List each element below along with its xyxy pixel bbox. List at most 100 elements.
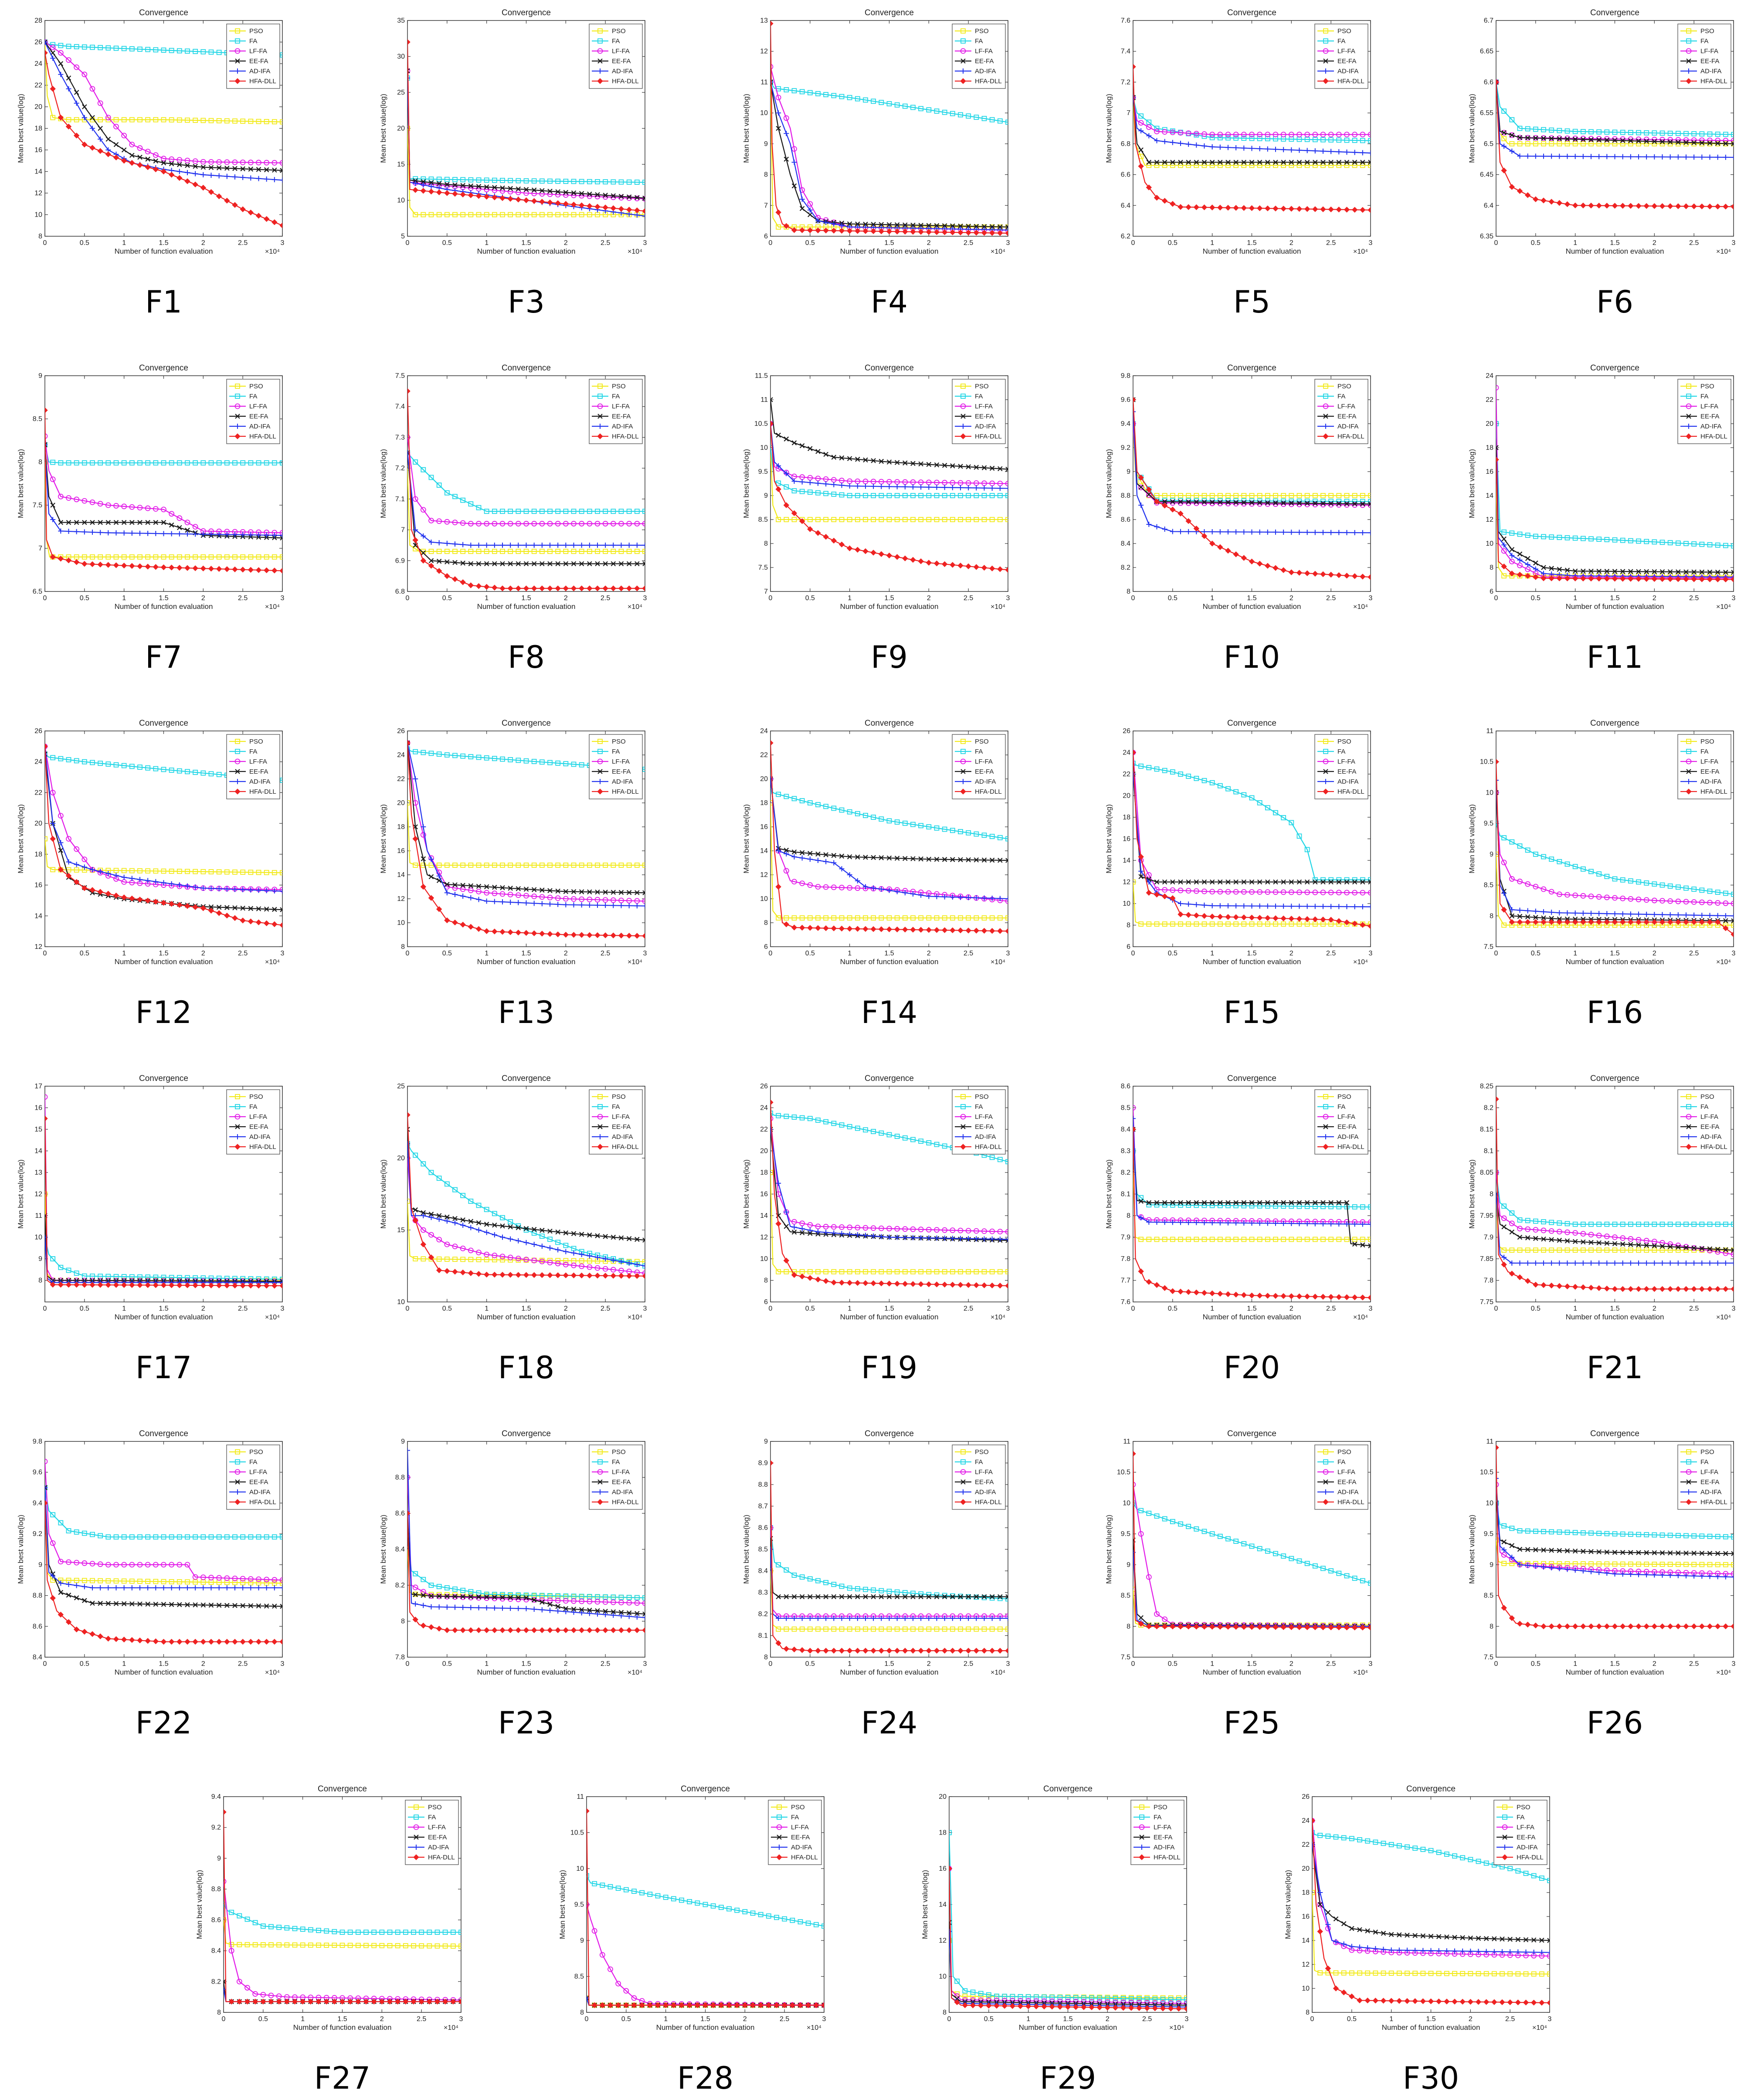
data-point	[1146, 492, 1152, 498]
x-tick-label: 0	[1131, 239, 1135, 247]
data-point	[50, 55, 56, 61]
legend-marker	[1323, 28, 1328, 34]
data-point	[1328, 132, 1334, 138]
data-point	[516, 509, 521, 514]
data-point	[855, 96, 860, 102]
data-point	[1336, 502, 1342, 508]
data-point	[966, 113, 971, 119]
x-tick-label: 2	[564, 239, 568, 247]
data-point	[823, 228, 829, 234]
data-point	[1549, 127, 1554, 133]
series-line	[770, 82, 1008, 228]
legend-label: FA	[1700, 748, 1708, 755]
legend-label: AD-IFA	[1337, 68, 1358, 75]
data-point	[926, 223, 932, 228]
data-point	[1344, 132, 1350, 138]
data-point	[428, 212, 434, 217]
data-point	[208, 118, 214, 123]
data-point	[1652, 154, 1657, 160]
data-point	[1525, 153, 1530, 159]
data-point	[184, 520, 190, 525]
data-point	[515, 189, 521, 195]
data-point	[618, 585, 624, 591]
data-point	[444, 573, 450, 579]
data-point	[1588, 136, 1594, 142]
data-point	[1218, 500, 1223, 505]
data-point	[981, 485, 987, 491]
data-point	[1556, 200, 1563, 206]
data-point	[595, 179, 600, 184]
function-label: F1	[145, 284, 182, 320]
y-tick-label: 8	[1127, 922, 1130, 929]
data-point	[421, 212, 426, 217]
data-point	[412, 496, 418, 502]
y-tick-label: 10	[34, 211, 42, 219]
data-point	[847, 483, 852, 489]
x-tick-label: 2.5	[238, 595, 248, 602]
y-tick-label: 16	[34, 882, 42, 889]
chart-title: Convergence	[1590, 719, 1639, 728]
data-point	[1360, 150, 1365, 156]
legend-label: FA	[612, 1103, 620, 1111]
data-point	[981, 493, 987, 498]
data-point	[50, 44, 56, 51]
data-point	[894, 228, 900, 234]
data-point	[997, 118, 1003, 124]
y-tick-label: 8.2	[1121, 1169, 1130, 1176]
x-tick-label: 1	[485, 595, 489, 602]
series-line	[770, 447, 1008, 496]
y-tick-label: 7.8	[1121, 1255, 1130, 1263]
legend-marker	[960, 414, 966, 419]
data-point	[413, 180, 418, 186]
y-tick-label: 8	[1127, 588, 1130, 595]
y-tick-label: 8.8	[1121, 492, 1130, 500]
data-point	[879, 484, 884, 489]
data-point	[499, 195, 506, 201]
y-tick-label: 10	[1486, 789, 1493, 796]
data-point	[791, 479, 797, 484]
data-point	[1612, 129, 1618, 135]
y-tick-label: 6.8	[1121, 140, 1130, 148]
data-point	[436, 549, 442, 554]
data-point	[263, 216, 270, 222]
data-point	[1496, 79, 1499, 85]
x-tick-label: 0	[43, 950, 47, 957]
data-point	[1612, 203, 1618, 209]
x-tick-label: 3	[281, 595, 285, 602]
data-point	[137, 505, 143, 511]
data-point	[1368, 160, 1371, 165]
x-tick-label: 1	[1573, 239, 1577, 247]
data-point	[1296, 132, 1302, 138]
data-point	[1651, 203, 1658, 209]
data-point	[918, 484, 924, 490]
data-point	[595, 549, 600, 554]
data-point	[200, 118, 206, 123]
legend-label: LF-FA	[249, 48, 267, 55]
data-point	[65, 557, 72, 564]
data-point	[1501, 130, 1507, 136]
function-label: F16	[1587, 995, 1643, 1030]
data-point	[618, 549, 624, 554]
data-point	[1320, 160, 1326, 165]
data-point	[539, 542, 545, 548]
data-point	[531, 549, 537, 554]
data-point	[428, 183, 434, 189]
legend-label: FA	[1700, 37, 1708, 45]
data-point	[145, 520, 150, 525]
data-point	[942, 517, 947, 522]
y-tick-label: 12	[760, 871, 768, 879]
data-point	[571, 542, 577, 548]
function-label: F10	[1224, 639, 1280, 675]
data-point	[1249, 146, 1255, 151]
legend-label: PSO	[612, 738, 626, 745]
data-point	[1257, 163, 1262, 168]
data-point	[1344, 160, 1350, 165]
legend-marker	[597, 403, 603, 409]
y-tick-label: 7.4	[1121, 48, 1130, 55]
data-point	[547, 542, 553, 548]
data-point	[161, 520, 166, 525]
data-point	[1344, 493, 1350, 498]
